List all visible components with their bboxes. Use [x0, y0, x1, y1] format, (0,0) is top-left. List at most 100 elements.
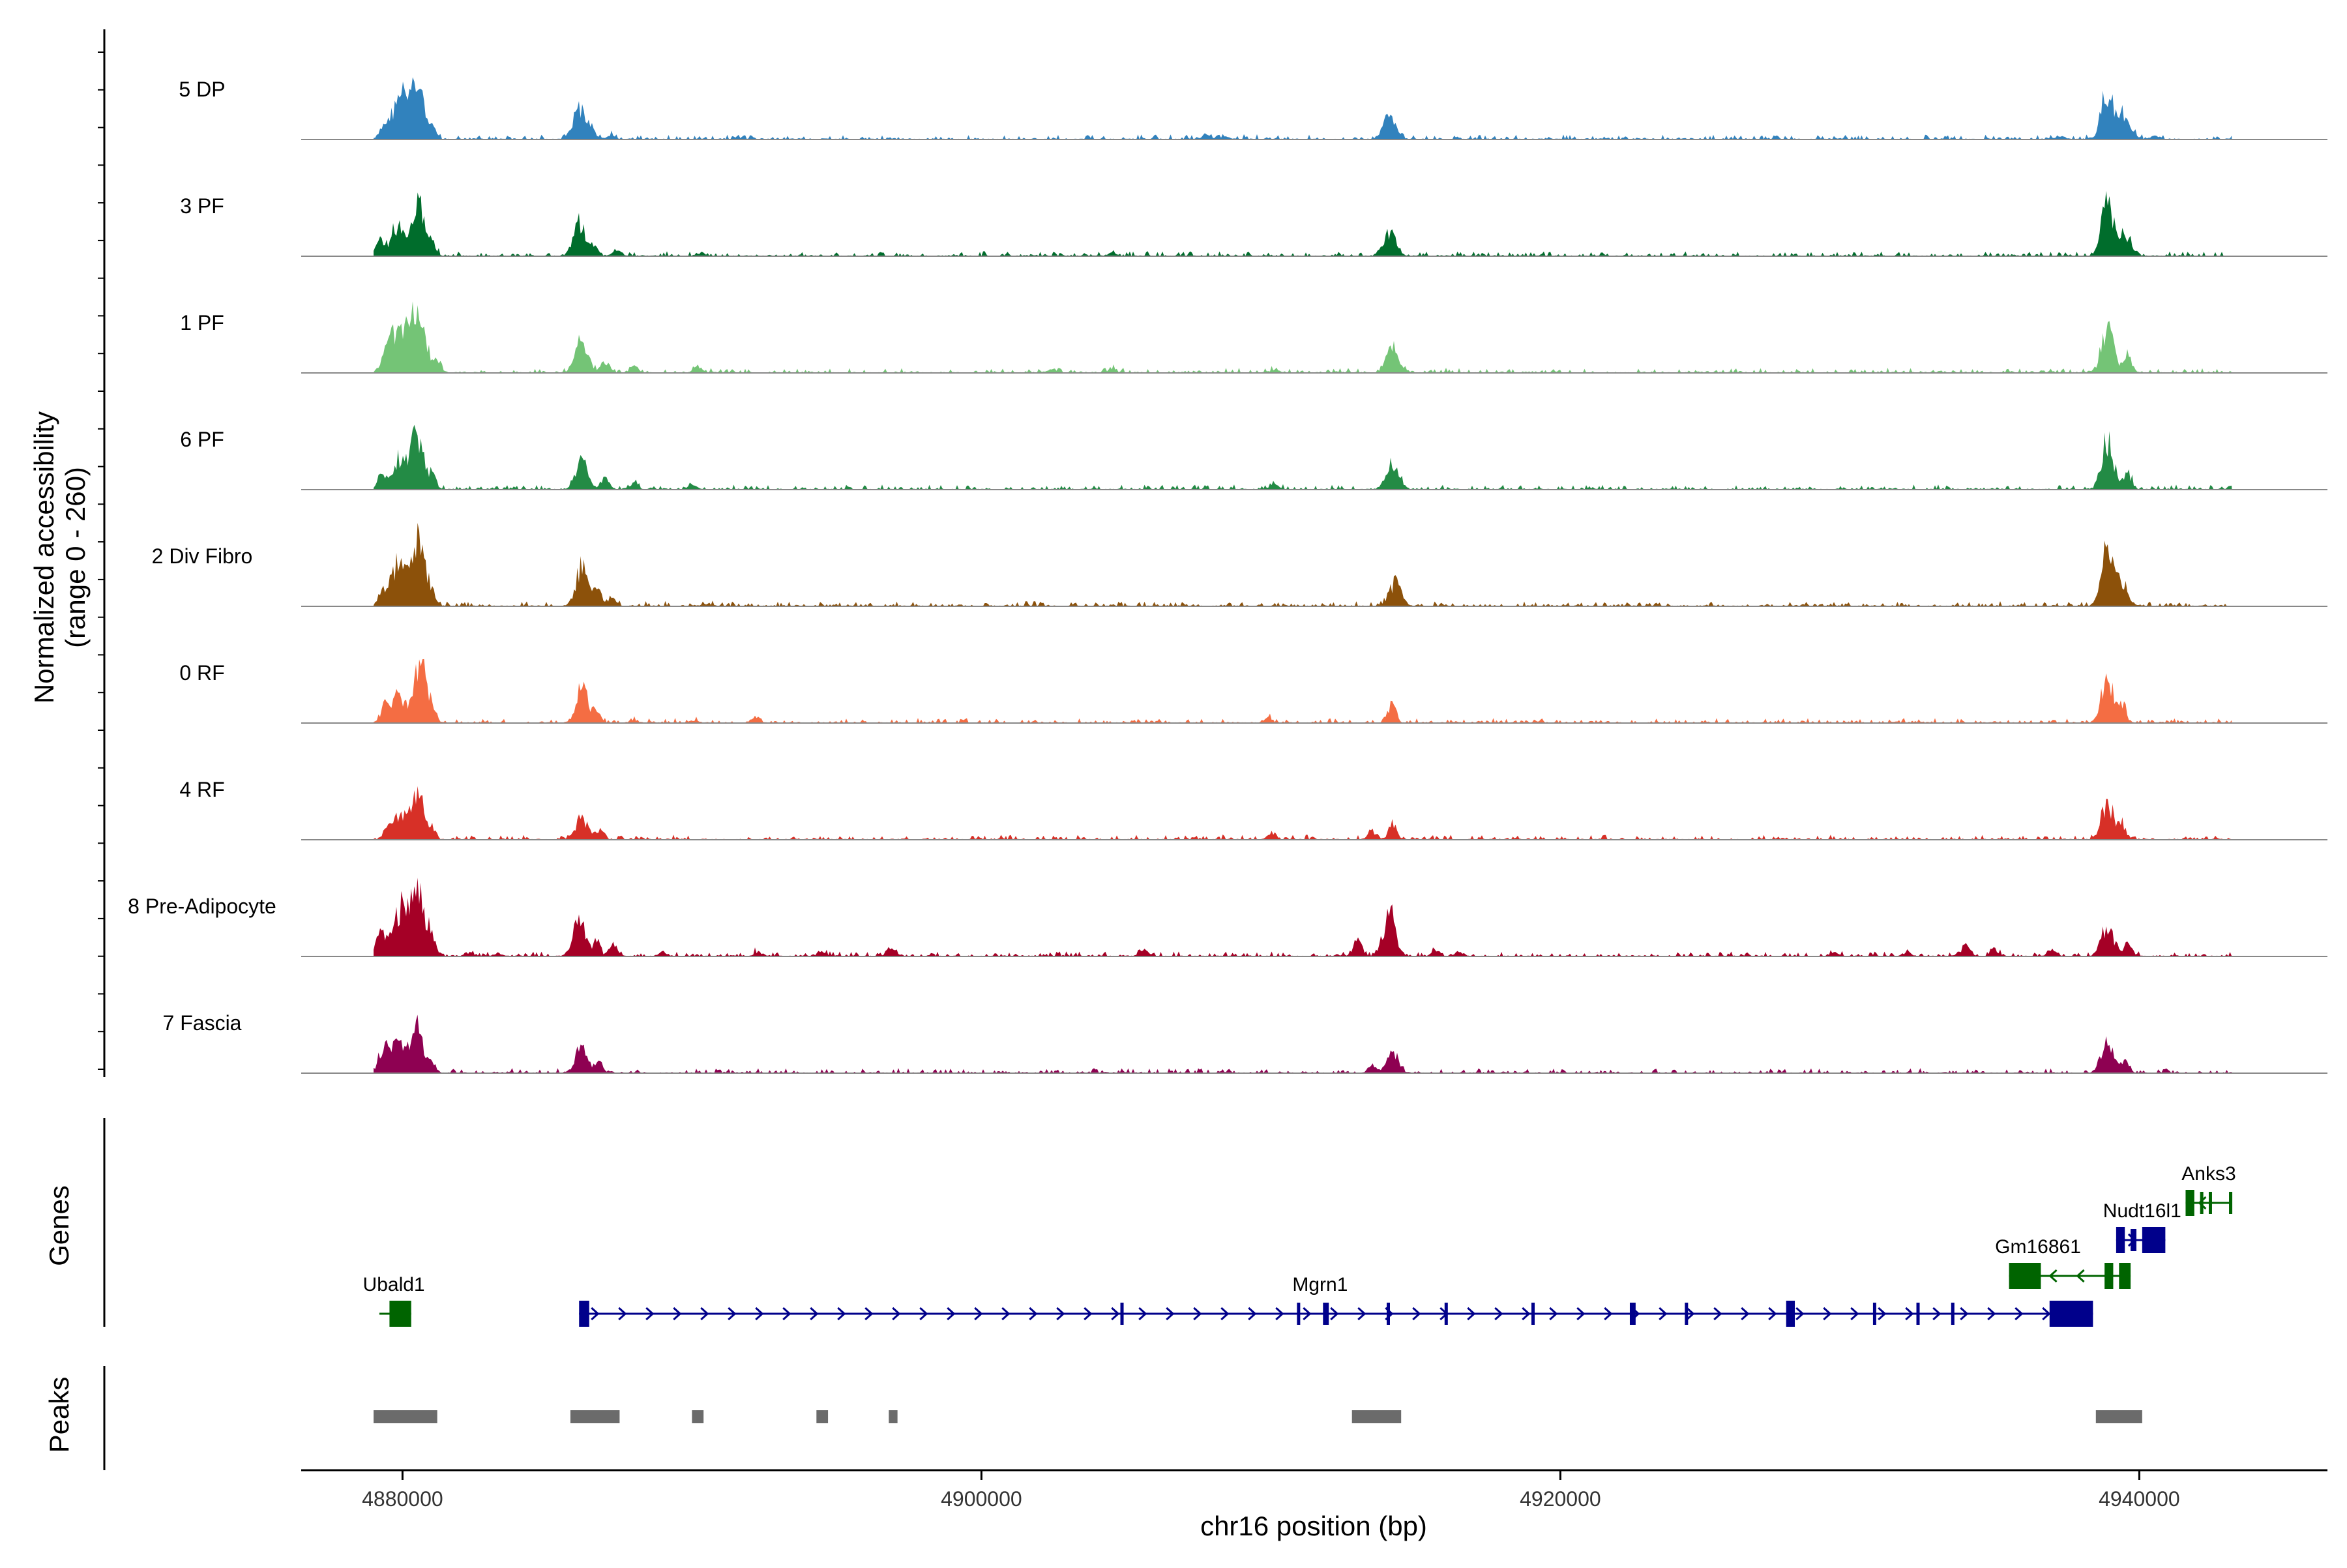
strand-arrow: [1522, 1307, 1531, 1321]
track-label: 5 DP: [179, 78, 225, 101]
coverage-area: [374, 658, 2232, 723]
x-tick-label: 4920000: [1520, 1487, 1601, 1511]
strand-arrow: [1850, 1307, 1859, 1321]
strand-arrow: [591, 1307, 600, 1321]
y-axis-title: Normalized accessibility: [29, 411, 59, 703]
track-label: 7 Fascia: [163, 1011, 242, 1035]
strand-arrow: [974, 1307, 983, 1321]
gene-exon: [2009, 1263, 2041, 1289]
strand-arrow: [1549, 1307, 1558, 1321]
strand-arrow: [782, 1307, 791, 1321]
track-1-pf: 1 PF: [180, 301, 2327, 374]
strand-arrow: [1303, 1307, 1312, 1321]
strand-arrow: [728, 1307, 737, 1321]
gene-exon: [1444, 1303, 1448, 1325]
coverage-area: [374, 1014, 2232, 1073]
track-8-pre-adipocyte: 8 Pre-Adipocyte: [128, 878, 2327, 957]
strand-arrow: [1330, 1307, 1339, 1321]
strand-arrow: [1741, 1307, 1750, 1321]
gene-label: Nudt16l1: [2103, 1200, 2181, 1222]
gene-exon: [1916, 1303, 1920, 1325]
peak-region: [2095, 1410, 2142, 1423]
strand-arrow: [1001, 1307, 1011, 1321]
gene-ubald1: Ubald1: [363, 1274, 425, 1327]
strand-arrow: [837, 1307, 846, 1321]
strand-arrow: [947, 1307, 956, 1321]
gene-exon: [2142, 1227, 2166, 1253]
strand-arrow: [2042, 1307, 2051, 1321]
track-5-dp: 5 DP: [179, 77, 2327, 140]
strand-arrow: [1029, 1307, 1038, 1321]
track-2-div-fibro: 2 Div Fibro: [152, 523, 2327, 607]
x-tick-label: 4900000: [941, 1487, 1022, 1511]
strand-arrow: [1905, 1307, 1914, 1321]
coverage-area: [374, 878, 2232, 956]
track-label: 6 PF: [180, 428, 224, 451]
gene-exon: [1531, 1303, 1535, 1325]
strand-arrow: [1412, 1307, 1421, 1321]
gene-exon: [2208, 1192, 2212, 1214]
peak-region: [889, 1410, 898, 1423]
strand-arrow: [2198, 1196, 2207, 1210]
gene-label: Gm16861: [1995, 1236, 2081, 1258]
track-6-pf: 6 PF: [180, 424, 2327, 490]
strand-arrow: [1220, 1307, 1230, 1321]
strand-arrow: [2076, 1269, 2085, 1283]
strand-arrow: [1166, 1307, 1175, 1321]
strand-arrow: [1878, 1307, 1887, 1321]
strand-arrow: [618, 1307, 627, 1321]
peak-region: [816, 1410, 829, 1423]
strand-arrow: [1713, 1307, 1722, 1321]
strand-arrow: [1084, 1307, 1093, 1321]
strand-arrow: [919, 1307, 928, 1321]
strand-arrow: [2015, 1307, 2024, 1321]
strand-arrow: [700, 1307, 709, 1321]
gene-exon: [1786, 1301, 1795, 1327]
strand-arrow: [892, 1307, 901, 1321]
gene-mgrn1: Mgrn1: [579, 1274, 2093, 1327]
track-4-rf: 4 RF: [179, 778, 2327, 840]
gene-exon: [2185, 1190, 2194, 1216]
strand-arrow: [1686, 1307, 1695, 1321]
gene-anks3: Anks3: [2181, 1163, 2236, 1216]
peak-region: [374, 1410, 437, 1423]
gene-exon: [1685, 1303, 1689, 1325]
y-axis-range-label: (range 0 - 260): [60, 467, 91, 648]
gene-exon: [2229, 1192, 2233, 1214]
gene-label: Mgrn1: [1292, 1274, 1348, 1295]
gene-exon: [1120, 1303, 1124, 1325]
strand-arrow: [1823, 1307, 1832, 1321]
x-tick-label: 4880000: [362, 1487, 443, 1511]
strand-arrow: [1275, 1307, 1284, 1321]
strand-arrow: [1576, 1307, 1586, 1321]
gene-exon: [2116, 1227, 2125, 1253]
gene-label: Ubald1: [363, 1274, 425, 1295]
strand-arrow: [864, 1307, 874, 1321]
gene-exon: [1323, 1303, 1329, 1325]
track-label: 8 Pre-Adipocyte: [128, 895, 276, 918]
gene-exon: [579, 1301, 589, 1327]
strand-arrow: [1604, 1307, 1613, 1321]
gene-exon: [1872, 1303, 1876, 1325]
strand-arrow: [1138, 1307, 1147, 1321]
strand-arrow: [1987, 1307, 1996, 1321]
peak-region: [1351, 1410, 1402, 1423]
gene-gm16861: Gm16861: [1995, 1236, 2131, 1289]
gene-exon: [389, 1301, 411, 1327]
track-label: 1 PF: [180, 311, 224, 334]
strand-arrow: [1357, 1307, 1366, 1321]
strand-arrow: [810, 1307, 819, 1321]
gene-nudt16l1: Nudt16l1: [2103, 1200, 2181, 1253]
gene-exon: [1297, 1303, 1301, 1325]
strand-arrow: [755, 1307, 764, 1321]
gene-exon: [1387, 1303, 1390, 1325]
strand-arrow: [1193, 1307, 1202, 1321]
coverage-area: [374, 190, 2232, 256]
coverage-area: [374, 424, 2232, 490]
strand-arrow: [645, 1307, 655, 1321]
gene-exon: [2119, 1263, 2131, 1289]
strand-arrow: [1056, 1307, 1065, 1321]
strand-arrow: [1932, 1307, 1941, 1321]
track-label: 3 PF: [180, 194, 224, 218]
